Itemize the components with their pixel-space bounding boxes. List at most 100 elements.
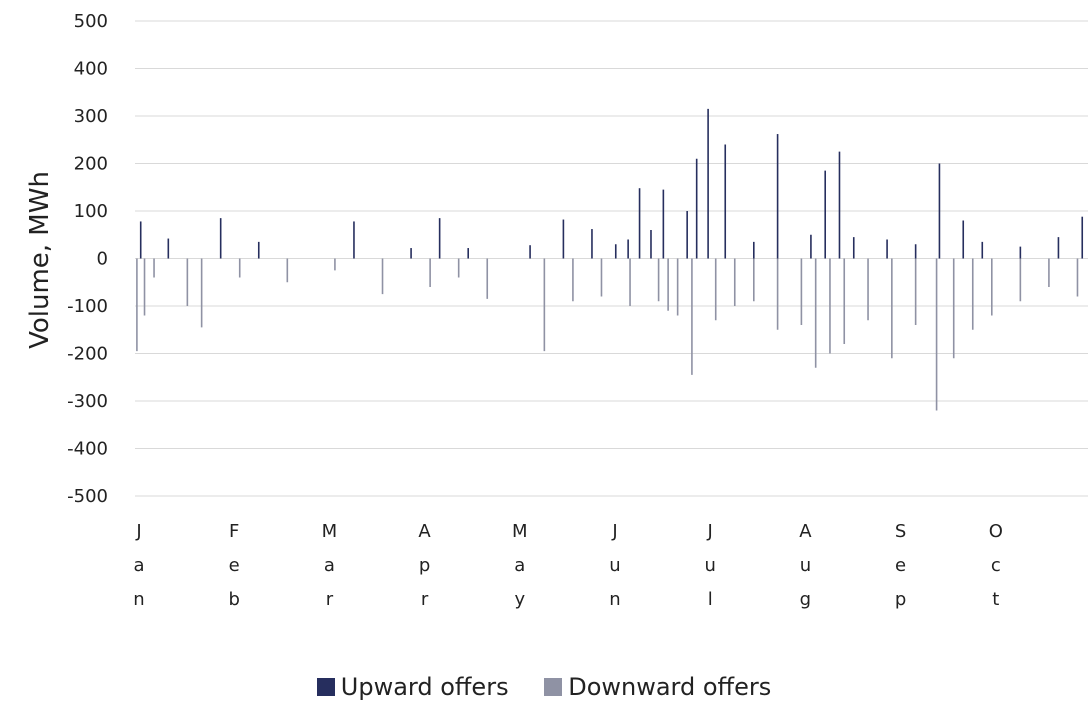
y-tick-label: -100 [67,296,108,317]
downward-offer-bar [153,258,155,278]
upward-swatch-icon [316,678,335,696]
downward-offer-bar [334,258,336,271]
upward-offer-bar [852,237,855,259]
upward-offer-bar [467,248,469,259]
downward-offer-bar [143,258,146,316]
downward-offer-bar [186,258,189,306]
gridlines [135,20,1088,497]
upward-offer-bar [962,220,965,259]
upward-offer-bar [1019,246,1022,259]
upward-offer-bar [410,248,412,259]
downward-offer-bar [1048,258,1050,287]
downward-offer-bar [657,258,660,302]
downward-offer-bar [200,258,203,328]
upward-offer-bar [529,245,531,259]
upward-offer-bar [353,221,355,259]
y-tick-label: 100 [74,201,108,222]
downward-swatch-icon [544,678,563,696]
upward-offer-bar [753,241,755,259]
y-tick-label: -200 [67,344,108,365]
downward-offer-bar [381,258,384,295]
legend-item-upward: Upward offers [316,673,509,701]
upward-offer-bar [167,238,170,259]
upward-offer-bar [695,158,698,259]
downward-offer-bar [429,258,431,287]
y-tick-label: -300 [67,391,108,412]
y-tick-label: 400 [74,59,108,80]
y-tick-label: 500 [74,11,108,32]
downward-offer-bar [238,258,241,278]
upward-offer-bar [662,189,665,259]
upward-offer-bar [914,244,917,259]
downward-offer-bar [914,258,917,325]
upward-offer-bar [1057,237,1060,259]
upward-offer-bar [824,170,826,259]
y-axis-title: Volume, MWh [25,171,55,349]
y-tick-label: 0 [97,249,108,270]
downward-offer-bar [753,258,755,302]
downward-offer-bar [1019,258,1022,302]
upward-offer-bar [562,219,565,259]
upward-offer-bar [614,244,617,259]
y-tick-label: 200 [74,154,108,175]
downward-offer-bar [991,258,993,316]
upward-offer-bar [638,188,641,259]
upward-offer-bar [981,241,984,259]
downward-offer-bar [714,258,717,321]
downward-offer-bar [629,258,631,306]
legend-item-downward: Downward offers [544,673,771,701]
y-tick-label: 300 [74,106,108,127]
upward-offer-bar [257,241,260,259]
upward-offer-bars [139,108,1084,259]
downward-offer-bar [486,258,489,299]
downward-offer-bar [1076,258,1079,297]
downward-offer-bar [286,258,289,283]
downward-offer-bar [543,258,546,352]
upward-offer-bar [438,218,441,259]
downward-offer-bar [667,258,669,311]
upward-offer-bar [591,229,593,259]
upward-offer-bar [139,221,142,259]
upward-offer-bar [724,144,727,259]
downward-offer-bar [971,258,974,330]
y-tick-label: -400 [67,439,108,460]
downward-offer-bar [136,258,138,352]
upward-offer-bar [686,211,688,259]
legend-label-upward: Upward offers [340,673,509,701]
downward-offer-bar [600,258,603,297]
downward-offer-bar [776,258,779,330]
downward-offer-bar [891,258,893,359]
downward-offer-bar [867,258,869,321]
downward-offer-bars [136,258,1079,411]
upward-offer-bar [838,151,841,259]
upward-offer-bar [219,218,222,259]
downward-offer-bar [935,258,938,411]
upward-offer-bar [886,239,888,259]
downward-offer-bar [691,258,693,375]
upward-offer-bar [938,163,941,259]
downward-offer-bar [814,258,817,368]
y-tick-labels: 500 400 300 200 100 0 -100 -200 -300 -400 -500 [67,11,108,507]
upward-offer-bar [627,239,629,259]
downward-offer-bar [952,258,955,359]
legend-label-downward: Downward offers [568,673,772,701]
downward-offer-bar [829,258,831,354]
upward-offer-bar [810,234,812,259]
downward-offer-bar [572,258,574,302]
upward-offer-bar [776,134,779,259]
legend: Upward offers Downward offers [0,672,1088,701]
upward-offer-bar [1081,216,1084,259]
y-tick-label: -500 [67,486,108,507]
